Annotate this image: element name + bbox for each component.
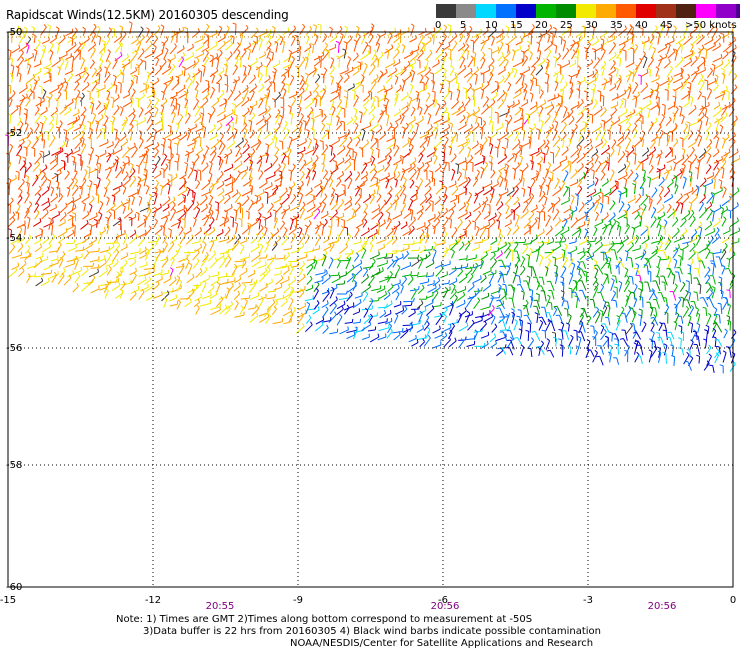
colorbar-segment bbox=[616, 4, 636, 18]
latitude-label: -54 bbox=[6, 233, 22, 244]
colorbar-segment bbox=[736, 4, 740, 18]
colorbar-segment bbox=[576, 4, 596, 18]
colorbar-segment bbox=[456, 4, 476, 18]
colorbar-label: 25 bbox=[560, 20, 573, 31]
latitude-label: -58 bbox=[6, 460, 22, 471]
colorbar-label: 15 bbox=[510, 20, 523, 31]
colorbar-label: 5 bbox=[460, 20, 467, 31]
colorbar-label: 0 bbox=[435, 20, 442, 31]
latitude-label: -52 bbox=[6, 128, 22, 139]
map-title: Rapidscat Winds(12.5KM) 20160305 descend… bbox=[6, 8, 289, 22]
longitude-label: -6 bbox=[438, 595, 448, 606]
colorbar-segment bbox=[516, 4, 536, 18]
latitude-label: -60 bbox=[6, 582, 22, 593]
colorbar-segment bbox=[636, 4, 656, 18]
colorbar-segment bbox=[436, 4, 456, 18]
longitude-label: -12 bbox=[145, 595, 161, 606]
lat-lon-grid bbox=[8, 32, 733, 587]
colorbar-segment bbox=[716, 4, 736, 18]
colorbar-label: 35 bbox=[610, 20, 623, 31]
colorbar-segment bbox=[496, 4, 516, 18]
longitude-label: -9 bbox=[293, 595, 303, 606]
colorbar-label: 20 bbox=[535, 20, 548, 31]
colorbar-label: 30 bbox=[585, 20, 598, 31]
longitude-labels: -15 -12 -9 -6 -3 0 bbox=[0, 595, 736, 606]
colorbar-label: >50 knots bbox=[685, 20, 737, 31]
colorbar-segment bbox=[556, 4, 576, 18]
time-label: 20:56 bbox=[648, 601, 677, 612]
colorbar-label: 45 bbox=[660, 20, 673, 31]
colorbar-segment bbox=[676, 4, 696, 18]
latitude-labels: -50 -52 -54 -56 -58 -60 bbox=[6, 27, 22, 593]
note-line-3: NOAA/NESDIS/Center for Satellite Applica… bbox=[290, 638, 594, 649]
wind-barb-swath bbox=[4, 21, 740, 374]
colorbar-label: 40 bbox=[635, 20, 648, 31]
colorbar-segment bbox=[536, 4, 556, 18]
longitude-label: -15 bbox=[0, 595, 16, 606]
time-label: 20:56 bbox=[431, 601, 460, 612]
longitude-label: 0 bbox=[730, 595, 736, 606]
colorbar-segment bbox=[656, 4, 676, 18]
colorbar-segment bbox=[696, 4, 716, 18]
longitude-label: -3 bbox=[583, 595, 593, 606]
note-line-1: Note: 1) Times are GMT 2)Times along bot… bbox=[116, 614, 533, 625]
map-frame bbox=[7, 31, 734, 588]
colorbar-label: 10 bbox=[485, 20, 498, 31]
latitude-label: -56 bbox=[6, 343, 22, 354]
colorbar-segment bbox=[596, 4, 616, 18]
time-label: 20:55 bbox=[206, 601, 235, 612]
latitude-label: -50 bbox=[6, 27, 22, 38]
time-labels: 20:55 20:56 20:56 bbox=[206, 601, 677, 612]
note-line-2: 3)Data buffer is 22 hrs from 20160305 4)… bbox=[143, 626, 601, 637]
wind-speed-colorbar bbox=[436, 4, 740, 18]
colorbar-segment bbox=[476, 4, 496, 18]
